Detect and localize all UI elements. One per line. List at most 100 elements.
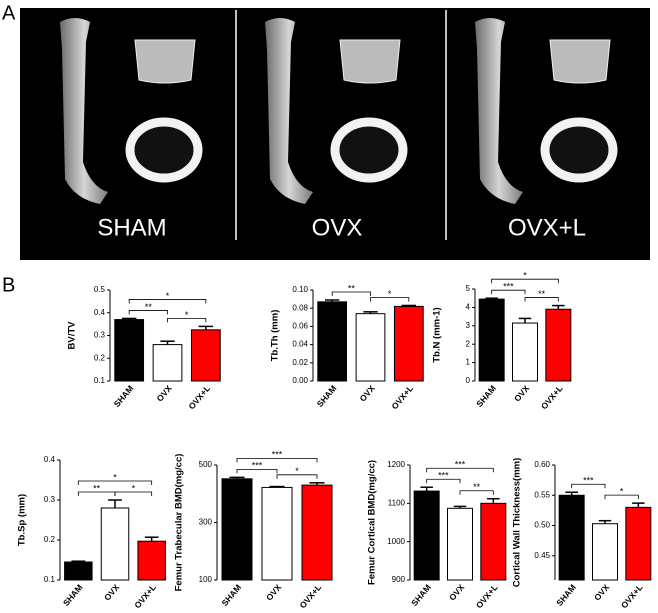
significance-bracket	[571, 483, 606, 489]
bar	[152, 344, 183, 382]
y-tick-label: 0.08	[292, 303, 308, 312]
y-tick-label: 0.60	[534, 460, 550, 469]
significance-label: ***	[583, 476, 594, 486]
bar	[592, 523, 618, 581]
bar	[100, 507, 130, 581]
bone-images	[60, 18, 618, 204]
significance-bracket	[426, 467, 494, 473]
significance-label: *	[388, 289, 392, 299]
y-axis-label: Femur Trabecular BMD(mg/cc)	[174, 454, 185, 592]
y-tick-label: 0.55	[534, 490, 550, 499]
y-tick-label: 100	[199, 575, 213, 584]
x-tick-label: OVX	[155, 383, 174, 403]
y-tick-label: 4	[466, 303, 471, 312]
x-tick-label: SHAM	[554, 582, 578, 608]
x-tick-label: OVX+L	[474, 582, 500, 610]
ct-image-panel	[20, 8, 650, 260]
y-tick-label: 0.04	[292, 340, 308, 349]
bar	[558, 494, 585, 581]
bar	[447, 507, 473, 581]
femur-image	[265, 18, 313, 204]
y-axis-label: Cortical Wall Thickness(mm)	[512, 458, 523, 588]
bar	[64, 561, 93, 581]
x-tick-label: SHAM	[112, 383, 136, 409]
significance-bracket	[459, 490, 494, 495]
y-tick-label: 500	[199, 460, 213, 469]
bar	[545, 308, 572, 382]
y-axis-label: Tb.Sp (mm)	[17, 494, 28, 546]
significance-label: *	[113, 472, 117, 482]
y-tick-label: 0	[466, 376, 471, 385]
x-tick-label: SHAM	[474, 383, 498, 409]
y-tick-label: 1200	[387, 460, 405, 469]
significance-label: ***	[252, 461, 263, 471]
significance-bracket	[524, 297, 559, 302]
panel-label: B	[2, 274, 15, 296]
significance-bracket	[604, 494, 639, 500]
y-tick-label: 0.3	[44, 495, 56, 504]
x-tick-label: OVX	[102, 582, 121, 602]
y-tick-label: 0.2	[44, 535, 56, 544]
bar	[393, 305, 424, 382]
y-tick-label: 0.4	[94, 308, 106, 317]
significance-bracket	[77, 480, 153, 485]
y-tick-label: 0.45	[534, 551, 550, 560]
x-tick-label: OVX+L	[539, 383, 565, 411]
significance-label: ***	[438, 471, 449, 481]
significance-label: *	[620, 487, 624, 497]
panel-label: A	[2, 2, 16, 24]
y-tick-label: 0.2	[94, 353, 106, 362]
significance-bracket	[426, 478, 461, 484]
y-tick-label: 900	[392, 575, 406, 584]
x-tick-label: OVX	[592, 582, 611, 602]
bar	[114, 319, 145, 382]
significance-bracket	[491, 278, 559, 284]
significance-bracket	[236, 457, 318, 463]
bar	[137, 540, 166, 581]
significance-label: *	[166, 291, 170, 301]
bar	[317, 301, 348, 382]
x-tick-label: OVX	[512, 383, 531, 403]
image-label: OVX	[312, 214, 363, 241]
trabecular-cube	[339, 39, 401, 84]
significance-label: **	[93, 483, 101, 493]
y-tick-label: 5	[466, 284, 471, 293]
y-tick-label: 0.06	[292, 322, 308, 331]
significance-label: *	[523, 271, 527, 281]
x-tick-label: SHAM	[409, 582, 433, 608]
y-axis-label: Femur Cortical BMD(mg/cc)	[367, 460, 378, 585]
y-tick-label: 0.3	[94, 331, 106, 340]
bar	[480, 502, 507, 581]
cortical-ring	[330, 117, 408, 183]
y-tick-label: 1100	[388, 498, 406, 507]
significance-bracket	[370, 297, 410, 302]
x-tick-label: OVX+L	[298, 582, 324, 610]
cortical-ring	[540, 117, 618, 183]
trabecular-cube	[549, 39, 611, 84]
significance-label: ***	[455, 460, 466, 470]
significance-bracket	[128, 299, 207, 304]
bar	[512, 322, 538, 382]
significance-bracket	[236, 468, 278, 474]
cortical-ring	[125, 117, 203, 183]
y-tick-label: 0.50	[534, 521, 550, 530]
y-tick-label: 0.5	[94, 285, 106, 294]
x-tick-label: SHAM	[315, 383, 339, 409]
bar	[625, 506, 652, 581]
significance-bracket	[167, 318, 207, 323]
significance-label: *	[295, 466, 299, 476]
y-tick-label: 300	[199, 518, 213, 527]
y-axis-label: BV/TV	[67, 321, 78, 350]
x-tick-label: OVX+L	[389, 383, 415, 411]
bar	[221, 478, 253, 581]
x-tick-label: OVX	[264, 582, 283, 602]
significance-bracket	[128, 310, 168, 315]
significance-bracket	[114, 491, 153, 496]
x-tick-label: OVX+L	[619, 582, 645, 610]
y-tick-label: 3	[466, 321, 471, 330]
significance-label: *	[185, 310, 189, 320]
x-tick-label: OVX+L	[186, 383, 212, 411]
bar	[413, 490, 440, 581]
y-tick-label: 2	[466, 339, 471, 348]
